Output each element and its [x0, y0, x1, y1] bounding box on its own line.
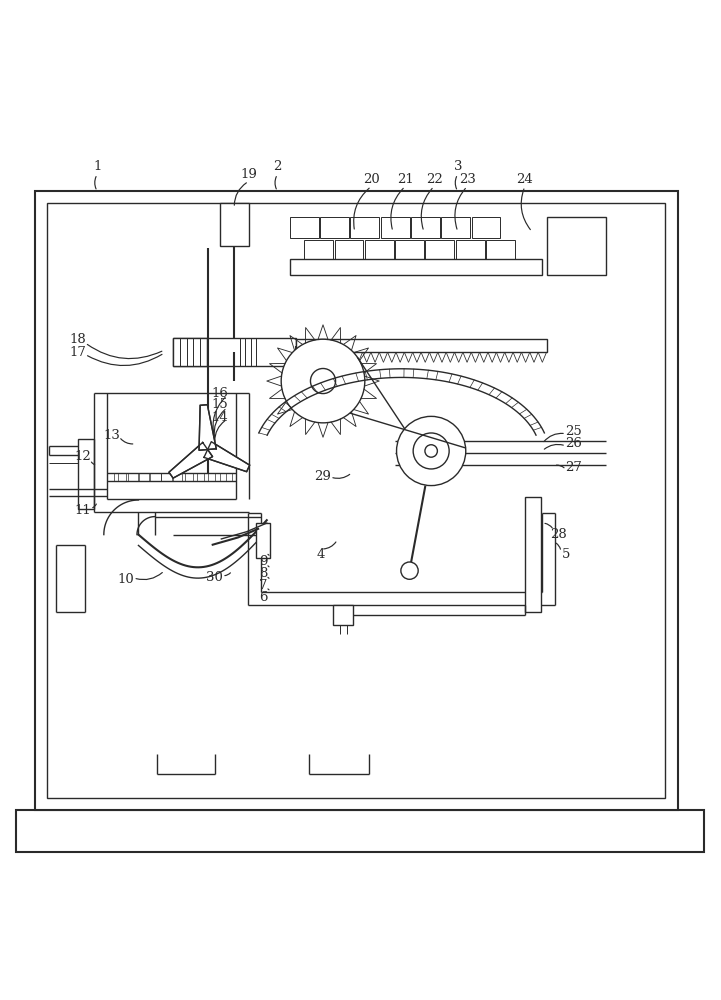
- Text: 6: 6: [259, 591, 267, 604]
- Bar: [472, 217, 500, 238]
- Text: 5: 5: [562, 548, 570, 561]
- Text: 4: 4: [317, 548, 325, 561]
- Text: 20: 20: [363, 173, 380, 186]
- Bar: [304, 240, 333, 261]
- Bar: [335, 240, 363, 261]
- Text: 10: 10: [118, 573, 135, 586]
- Text: 13: 13: [103, 429, 120, 442]
- Bar: [290, 217, 319, 238]
- Bar: [173, 338, 207, 366]
- Text: 11: 11: [74, 504, 92, 517]
- Bar: [381, 217, 410, 238]
- Text: 21: 21: [397, 173, 414, 186]
- Text: 17: 17: [69, 346, 87, 359]
- Bar: [290, 259, 542, 275]
- Text: 15: 15: [211, 398, 229, 411]
- Circle shape: [425, 445, 438, 457]
- Bar: [173, 338, 296, 366]
- Text: 24: 24: [516, 173, 534, 186]
- Bar: [220, 203, 249, 246]
- Bar: [441, 217, 470, 238]
- Text: 27: 27: [565, 461, 582, 474]
- Circle shape: [311, 368, 335, 394]
- Text: 18: 18: [69, 333, 87, 346]
- Text: 22: 22: [425, 173, 443, 186]
- Bar: [296, 339, 547, 352]
- Bar: [547, 217, 606, 275]
- Polygon shape: [169, 442, 213, 478]
- Bar: [486, 240, 515, 261]
- Bar: [78, 439, 94, 509]
- Bar: [256, 523, 270, 558]
- Text: 23: 23: [459, 173, 476, 186]
- Circle shape: [281, 339, 365, 423]
- Text: 2: 2: [273, 160, 282, 173]
- Text: 3: 3: [454, 160, 462, 173]
- Text: 16: 16: [211, 387, 229, 400]
- Circle shape: [401, 562, 418, 579]
- Text: 28: 28: [550, 528, 567, 541]
- Text: 26: 26: [565, 437, 582, 450]
- Bar: [333, 605, 353, 625]
- Bar: [35, 191, 678, 810]
- Bar: [525, 497, 541, 612]
- Bar: [365, 240, 394, 261]
- Text: 25: 25: [565, 425, 582, 438]
- Text: 1: 1: [93, 160, 102, 173]
- Bar: [350, 217, 379, 238]
- Bar: [16, 810, 704, 852]
- Polygon shape: [199, 405, 216, 450]
- Text: 12: 12: [74, 450, 92, 463]
- Text: 9: 9: [259, 555, 267, 568]
- Text: 8: 8: [259, 567, 267, 580]
- Circle shape: [397, 416, 466, 486]
- Bar: [47, 203, 665, 798]
- Bar: [320, 217, 349, 238]
- Polygon shape: [204, 442, 249, 472]
- Text: 19: 19: [240, 168, 257, 181]
- Text: 7: 7: [259, 579, 267, 592]
- Bar: [411, 217, 440, 238]
- Bar: [395, 240, 424, 261]
- Circle shape: [413, 433, 449, 469]
- Bar: [456, 240, 485, 261]
- Bar: [425, 240, 454, 261]
- Text: 14: 14: [211, 411, 229, 424]
- Text: 29: 29: [314, 470, 332, 483]
- Text: 30: 30: [206, 571, 224, 584]
